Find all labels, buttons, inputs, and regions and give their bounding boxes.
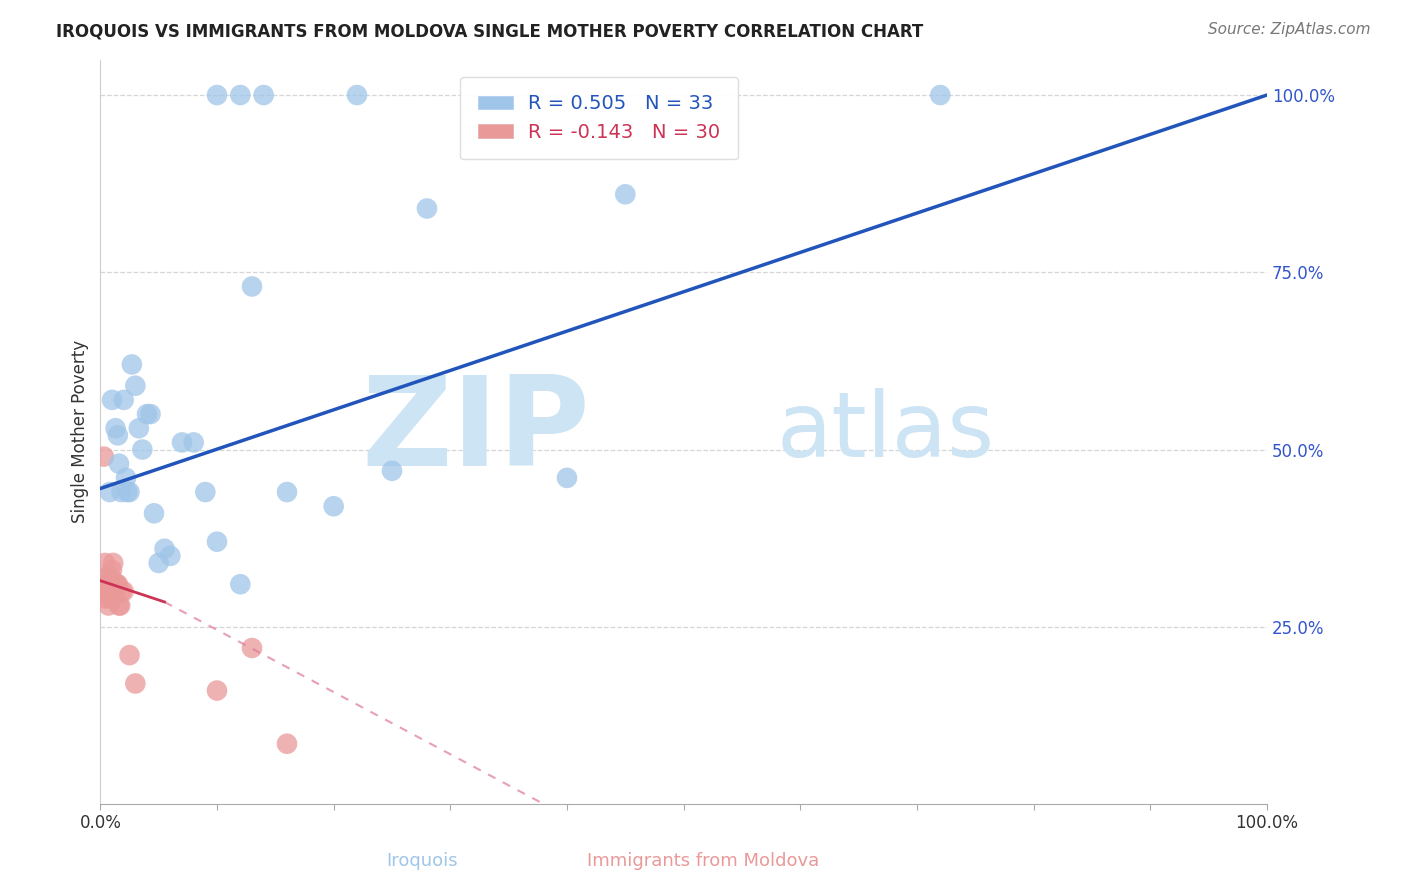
Text: Iroquois: Iroquois: [387, 852, 457, 870]
Point: [121, 358, 143, 372]
Point: [97, 591, 120, 606]
Text: ZIP: ZIP: [361, 371, 591, 492]
Point: [108, 457, 131, 471]
Point: [139, 407, 162, 421]
Point: [115, 485, 138, 500]
Point: [118, 485, 141, 500]
Point: [128, 421, 150, 435]
Point: [104, 421, 127, 435]
Point: [110, 584, 132, 599]
Point: [240, 279, 263, 293]
Point: [194, 485, 217, 500]
Point: [108, 599, 131, 613]
Point: [103, 591, 125, 606]
Point: [205, 534, 228, 549]
Point: [100, 584, 122, 599]
Point: [110, 485, 132, 500]
Point: [103, 584, 125, 599]
Point: [240, 640, 263, 655]
Point: [105, 577, 128, 591]
Point: [929, 88, 952, 103]
Point: [104, 577, 127, 591]
Point: [143, 506, 166, 520]
Legend: R = 0.505   N = 33, R = -0.143   N = 30: R = 0.505 N = 33, R = -0.143 N = 30: [460, 77, 738, 160]
Text: atlas: atlas: [778, 388, 995, 475]
Point: [614, 187, 637, 202]
Point: [416, 202, 439, 216]
Point: [159, 549, 181, 563]
Y-axis label: Single Mother Poverty: Single Mother Poverty: [72, 340, 89, 524]
Point: [107, 428, 129, 442]
Point: [93, 450, 115, 464]
Point: [229, 88, 252, 103]
Point: [107, 577, 129, 591]
Point: [183, 435, 205, 450]
Point: [98, 577, 121, 591]
Point: [96, 577, 118, 591]
Point: [124, 378, 146, 392]
Point: [205, 683, 228, 698]
Point: [96, 570, 118, 584]
Point: [381, 464, 404, 478]
Point: [322, 500, 344, 514]
Point: [101, 392, 124, 407]
Point: [131, 442, 153, 457]
Point: [136, 407, 159, 421]
Point: [100, 570, 122, 584]
Point: [96, 584, 118, 599]
Point: [94, 591, 117, 606]
Point: [103, 556, 125, 570]
Point: [94, 556, 117, 570]
Point: [346, 88, 368, 103]
Text: IROQUOIS VS IMMIGRANTS FROM MOLDOVA SINGLE MOTHER POVERTY CORRELATION CHART: IROQUOIS VS IMMIGRANTS FROM MOLDOVA SING…: [56, 22, 924, 40]
Point: [108, 599, 131, 613]
Point: [555, 471, 578, 485]
Point: [115, 471, 138, 485]
Point: [118, 648, 141, 662]
Point: [229, 577, 252, 591]
Point: [148, 556, 170, 570]
Text: Immigrants from Moldova: Immigrants from Moldova: [586, 852, 820, 870]
Point: [170, 435, 193, 450]
Point: [112, 584, 135, 599]
Text: Source: ZipAtlas.com: Source: ZipAtlas.com: [1208, 22, 1371, 37]
Point: [101, 563, 124, 577]
Point: [98, 485, 121, 500]
Point: [276, 737, 298, 751]
Point: [253, 88, 276, 103]
Point: [276, 485, 298, 500]
Point: [98, 577, 121, 591]
Point: [112, 392, 135, 407]
Point: [205, 88, 228, 103]
Point: [96, 577, 118, 591]
Point: [97, 599, 120, 613]
Point: [101, 584, 124, 599]
Point: [153, 541, 176, 556]
Point: [124, 676, 146, 690]
